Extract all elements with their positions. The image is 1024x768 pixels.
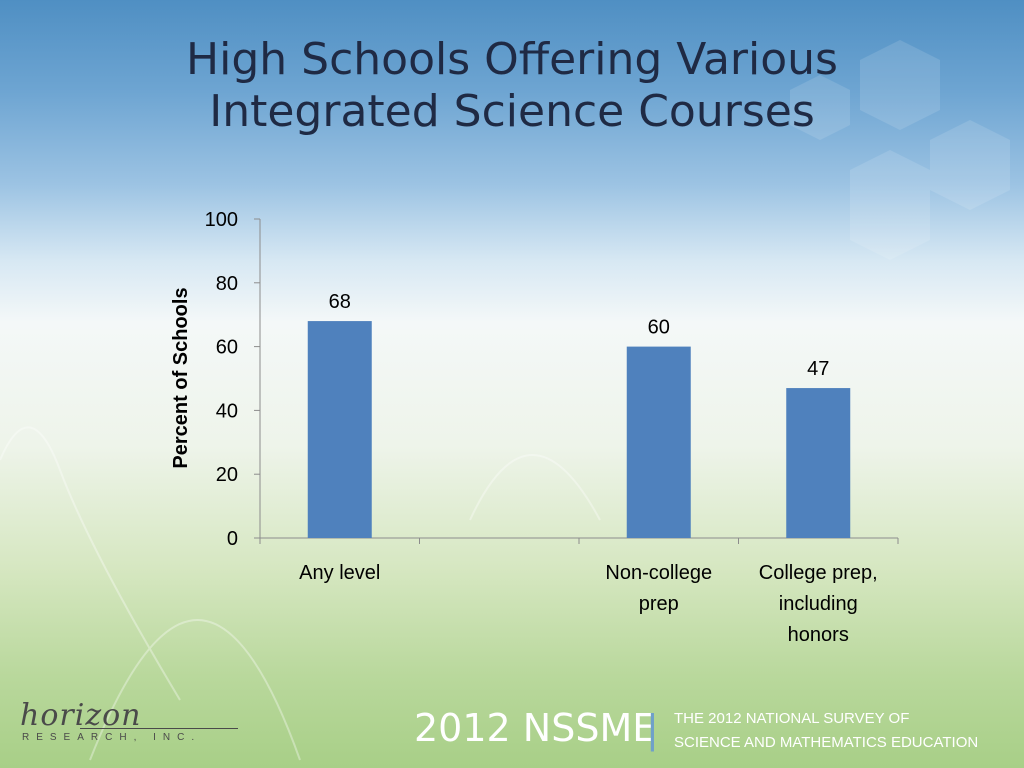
x-tick-label: College prep, [759,562,878,584]
y-tick-label: 60 [216,337,238,359]
y-axis-label: Percent of Schools [170,287,192,468]
footer-divider: | [646,707,659,751]
y-tick-label: 40 [216,400,238,422]
bar [307,321,372,538]
title-line-1: High Schools Offering Various [186,34,838,85]
slide-title: High Schools Offering Various Integrated… [0,34,1024,138]
x-tick-label: Non-college [605,562,712,584]
data-label: 68 [329,291,351,313]
logo-underline [80,728,238,729]
footer-survey-line-1: THE 2012 NATIONAL SURVEY OF [674,710,910,727]
logo-subtitle: RESEARCH, INC. [22,732,202,743]
x-tick-label: including [779,593,858,615]
y-tick-label: 20 [216,464,238,486]
bar [626,346,691,538]
y-tick-label: 80 [216,273,238,295]
data-label: 47 [807,358,829,380]
logo-wordmark: horizon [20,698,142,733]
x-tick-label: prep [639,593,679,615]
y-tick-label: 100 [205,209,238,231]
horizon-research-logo: horizon RESEARCH, INC. [20,698,244,750]
title-line-2: Integrated Science Courses [209,86,815,137]
x-tick-label: honors [788,624,849,646]
footer-survey-name: THE 2012 NATIONAL SURVEY OF SCIENCE AND … [674,707,978,755]
x-tick-label: Any level [299,562,380,584]
bar [786,388,851,538]
data-label: 60 [648,317,670,339]
y-tick-label: 0 [227,528,238,550]
footer-brand: 2012 NSSME [414,706,657,750]
footer-survey-line-2: SCIENCE AND MATHEMATICS EDUCATION [674,734,979,751]
